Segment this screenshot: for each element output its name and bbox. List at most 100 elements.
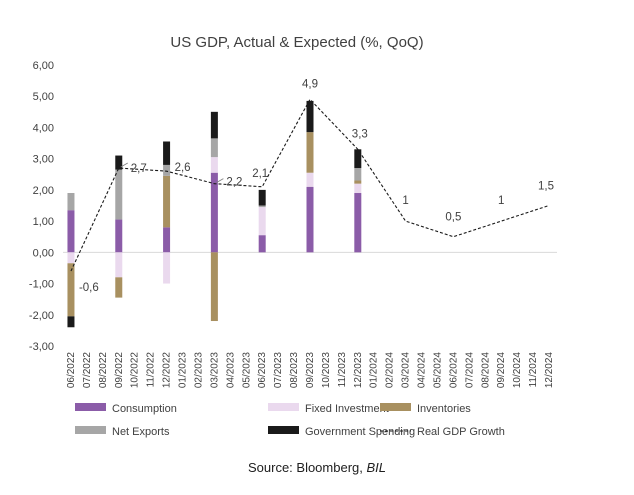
x-tick-label: 03/2024: [401, 352, 412, 389]
y-tick-label: 5,00: [33, 91, 54, 103]
x-tick-label: 05/2023: [241, 352, 252, 389]
x-tick-label: 10/2022: [130, 352, 141, 389]
bar-fixed-investment: [258, 207, 266, 236]
legend-swatch-government-spending: [268, 426, 299, 434]
x-tick-label: 06/2023: [257, 352, 268, 389]
bar-government-spending: [115, 155, 123, 170]
bar-fixed-investment: [67, 252, 75, 264]
data-label-leader: [120, 162, 128, 168]
x-tick-label: 07/2023: [273, 352, 284, 389]
y-tick-label: 6,00: [33, 60, 54, 72]
bar-inventories: [210, 252, 218, 322]
x-tick-label: 02/2024: [385, 352, 396, 389]
y-tick-label: 4,00: [33, 122, 54, 134]
legend-label: Net Exports: [112, 426, 170, 438]
x-tick-label: 07/2022: [82, 352, 93, 389]
legend-label: Real GDP Growth: [417, 426, 505, 438]
bar-fixed-investment: [354, 183, 362, 194]
bar-government-spending: [354, 149, 362, 169]
bar-fixed-investment: [210, 157, 218, 173]
gdp-growth-line: [70, 98, 550, 272]
bar-consumption: [258, 235, 266, 253]
data-label: 3,3: [352, 128, 368, 140]
data-label: 0,5: [445, 212, 461, 224]
x-tick-label: 07/2024: [464, 352, 475, 389]
x-tick-label: 04/2024: [417, 352, 428, 389]
data-label: 2,6: [175, 162, 191, 174]
data-label-leader: [216, 178, 224, 183]
bar-government-spending: [67, 316, 75, 328]
gdp-chart: US GDP, Actual & Expected (%, QoQ) -3,00…: [29, 34, 557, 438]
x-tick-label: 11/2022: [146, 352, 157, 388]
bar-consumption: [67, 210, 75, 253]
bar-inventories: [163, 175, 171, 228]
data-label: 2,7: [131, 163, 147, 175]
y-axis: -3,00 -2,00 -1,00 0,00 1,00 2,00 3,00 4,00 5,00 6…: [29, 60, 54, 353]
legend-label: Consumption: [112, 403, 177, 415]
x-tick-label: 06/2022: [66, 352, 77, 389]
bar-consumption: [163, 227, 171, 253]
bar-inventories: [115, 277, 123, 298]
y-tick-label: -3,00: [29, 341, 54, 353]
x-tick-label: 01/2024: [369, 352, 380, 389]
bar-inventories: [67, 263, 75, 317]
legend-label: Inventories: [417, 403, 471, 415]
y-tick-label: 3,00: [33, 154, 54, 166]
bar-consumption: [210, 172, 218, 253]
x-tick-label: 04/2023: [225, 352, 236, 389]
data-label: 1,5: [538, 181, 554, 193]
x-tick-label: 08/2023: [289, 352, 300, 389]
bar-net-exports: [210, 138, 218, 158]
y-tick-label: -1,00: [29, 279, 54, 291]
data-label: 1: [498, 195, 504, 207]
data-label: 4,9: [302, 78, 318, 90]
legend-swatch-net-exports: [75, 426, 106, 434]
legend-swatch-fixed-investment: [268, 403, 299, 411]
x-tick-label: 09/2024: [496, 352, 507, 389]
stacked-bars: [67, 100, 362, 328]
data-label: -0,6: [79, 282, 99, 294]
gdp-line-path: [70, 98, 550, 272]
x-tick-label: 09/2022: [114, 352, 125, 389]
x-tick-label: 09/2023: [305, 352, 316, 389]
bar-net-exports: [115, 169, 123, 220]
x-tick-label: 12/2024: [544, 352, 555, 389]
bar-government-spending: [163, 141, 171, 165]
x-tick-label: 02/2023: [193, 352, 204, 389]
x-tick-label: 11/2024: [528, 352, 539, 388]
y-tick-label: 2,00: [33, 185, 54, 197]
source-note: Source: Bloomberg, BIL: [0, 460, 634, 475]
bar-fixed-investment: [115, 252, 123, 278]
data-label: 2,2: [226, 177, 242, 189]
x-tick-label: 08/2022: [98, 352, 109, 389]
x-tick-label: 05/2024: [432, 352, 443, 389]
data-label: 2,1: [252, 168, 268, 180]
bar-inventories: [306, 132, 314, 173]
x-tick-label: 06/2024: [448, 352, 459, 389]
data-label: 1: [402, 195, 408, 207]
bar-inventories: [354, 180, 362, 184]
x-tick-label: 03/2023: [209, 352, 220, 389]
x-tick-label: 01/2023: [178, 352, 189, 389]
bar-government-spending: [258, 189, 266, 206]
bar-net-exports: [354, 168, 362, 181]
legend-label: Fixed Investment: [305, 403, 389, 415]
bar-consumption: [306, 186, 314, 253]
x-tick-label: 10/2024: [512, 352, 523, 389]
x-tick-label: 12/2022: [162, 352, 173, 389]
y-tick-label: 1,00: [33, 216, 54, 228]
x-tick-label: 10/2023: [321, 352, 332, 389]
x-tick-label: 12/2023: [353, 352, 364, 389]
chart-title: US GDP, Actual & Expected (%, QoQ): [170, 34, 423, 51]
legend-swatch-consumption: [75, 403, 106, 411]
x-tick-label: 08/2024: [480, 352, 491, 389]
x-tick-label: 11/2023: [337, 352, 348, 388]
legend: Consumption Fixed Investment Inventories Ne…: [75, 403, 505, 438]
x-axis: 06/2022 07/2022 08/2022 09/2022 10/2022 11/20…: [63, 251, 557, 389]
bar-fixed-investment: [163, 252, 171, 284]
y-tick-label: -2,00: [29, 310, 54, 322]
source-italic-text: BIL: [366, 460, 387, 475]
bar-consumption: [115, 219, 123, 253]
bar-government-spending: [306, 100, 314, 133]
source-text: Source: Bloomberg,: [247, 460, 367, 475]
